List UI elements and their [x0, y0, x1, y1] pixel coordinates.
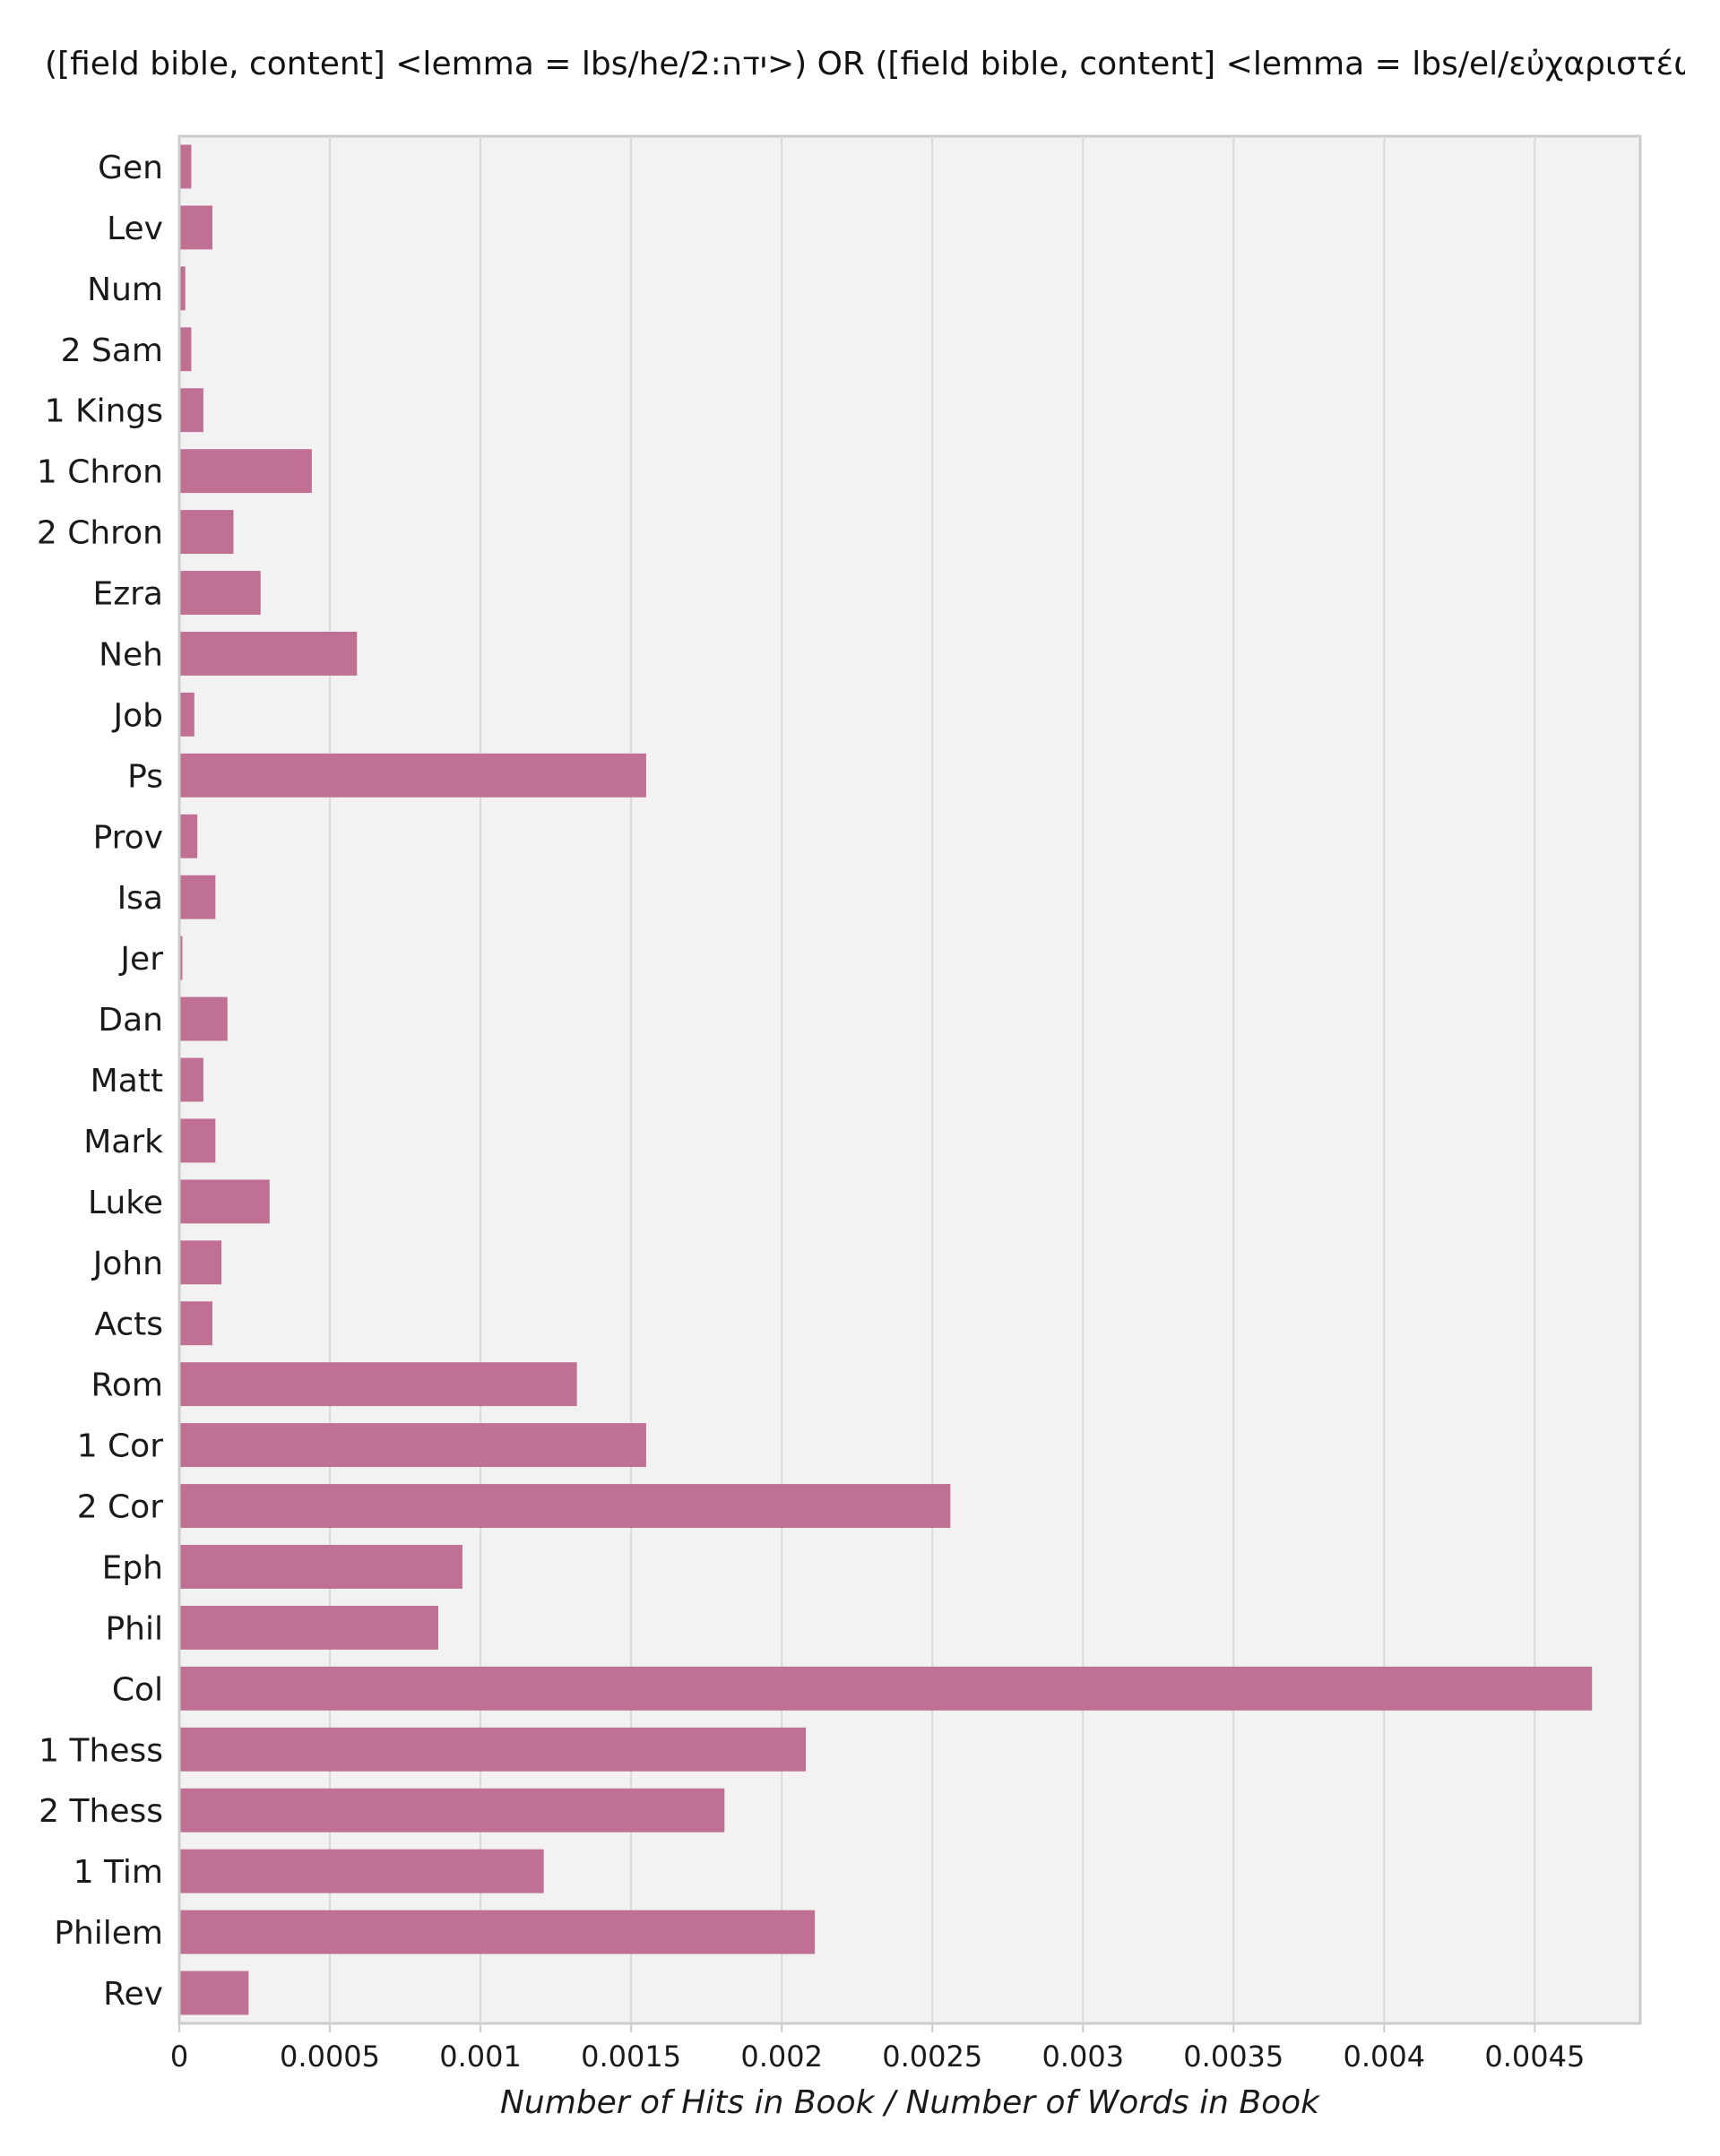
y-tick-label: John: [91, 1246, 163, 1282]
y-tick-label: Eph: [102, 1549, 163, 1586]
y-tick-label: 2 Thess: [39, 1793, 163, 1830]
bar-1-tim: [180, 1849, 544, 1893]
y-tick-label: Ps: [127, 758, 163, 795]
bar-col: [180, 1666, 1593, 1711]
bar-rom: [180, 1362, 577, 1407]
y-tick-label: 1 Chron: [37, 454, 163, 491]
bar-luke: [180, 1179, 270, 1224]
y-tick-label: Mark: [83, 1124, 163, 1160]
bar-2-cor: [180, 1484, 951, 1529]
bar-lev: [180, 205, 212, 250]
x-tick-label: 0.001: [439, 2040, 522, 2074]
bar-mark: [180, 1118, 216, 1163]
y-tick-label: 1 Thess: [39, 1732, 163, 1769]
bar-ps: [180, 753, 646, 798]
y-tick-label: Col: [112, 1671, 163, 1708]
bar-1-thess: [180, 1727, 807, 1772]
bar-prov: [180, 814, 198, 858]
bar-gen: [180, 144, 192, 189]
bar-john: [180, 1240, 222, 1285]
y-tick-label: Neh: [99, 636, 163, 673]
bar-dan: [180, 996, 228, 1041]
y-tick-label: Job: [112, 697, 164, 734]
y-tick-label: Num: [87, 272, 163, 308]
bar-philem: [180, 1910, 816, 1954]
y-tick-label: Ezra: [92, 576, 163, 613]
y-tick-label: Phil: [105, 1610, 163, 1647]
y-tick-label: Prov: [93, 819, 163, 856]
x-tick-label: 0: [170, 2040, 188, 2074]
y-tick-label: Gen: [98, 150, 163, 186]
y-tick-label: 1 Tim: [73, 1854, 163, 1891]
y-tick-label: 2 Cor: [77, 1489, 164, 1526]
bar-1-cor: [180, 1423, 646, 1468]
x-tick-label: 0.004: [1344, 2040, 1426, 2074]
bar-neh: [180, 631, 358, 676]
bar-ezra: [180, 571, 261, 615]
y-tick-label: Lev: [107, 211, 163, 247]
x-tick-label: 0.0045: [1484, 2040, 1585, 2074]
bar-phil: [180, 1605, 439, 1650]
y-tick-label: Philem: [54, 1915, 163, 1952]
bar-1-kings: [180, 388, 203, 433]
y-tick-label: 2 Sam: [61, 332, 163, 369]
bar-matt: [180, 1057, 203, 1102]
bar-eph: [180, 1545, 462, 1589]
y-tick-label: 1 Kings: [45, 393, 163, 430]
y-tick-label: 2 Chron: [37, 515, 163, 552]
y-tick-label: Matt: [91, 1063, 163, 1100]
bar-jer: [180, 936, 183, 980]
bar-num: [180, 266, 186, 311]
y-axis-tick-labels: Gen Lev Num 2 Sam 1 Kings 1 Chron 2 Chron Ezra N…: [37, 150, 163, 2013]
y-tick-label: Luke: [88, 1185, 163, 1221]
bar-2-chron: [180, 510, 234, 555]
y-tick-label: Dan: [98, 1002, 163, 1039]
bar-isa: [180, 875, 216, 919]
y-tick-label: Rom: [91, 1367, 164, 1404]
bar-rev: [180, 1971, 249, 2015]
chart-title: ([field bible, content] <lemma = lbs/he/…: [45, 46, 1685, 82]
y-tick-label: Jer: [118, 941, 163, 978]
bar-2-thess: [180, 1788, 725, 1833]
y-tick-label: Isa: [117, 880, 163, 917]
y-tick-label: Acts: [94, 1307, 163, 1343]
bar-job: [180, 692, 194, 737]
x-tick-label: 0.0005: [280, 2040, 380, 2074]
x-tick-label: 0.003: [1042, 2040, 1124, 2074]
y-tick-label: Rev: [103, 1976, 163, 2013]
x-tick-label: 0.0015: [581, 2040, 681, 2074]
bar-1-chron: [180, 449, 312, 494]
y-tick-label: 1 Cor: [77, 1428, 164, 1465]
bar-acts: [180, 1301, 212, 1346]
x-axis-tick-labels: 0 0.0005 0.001 0.0015 0.002 0.0025 0.003 0.0035…: [170, 2023, 1585, 2074]
bar-2-sam: [180, 327, 192, 372]
x-tick-label: 0.0035: [1183, 2040, 1284, 2074]
bars: [180, 144, 1593, 2015]
x-tick-label: 0.002: [740, 2040, 823, 2074]
x-axis-title: Number of Hits in Book / Number of Words…: [500, 2084, 1321, 2121]
x-tick-label: 0.0025: [882, 2040, 982, 2074]
